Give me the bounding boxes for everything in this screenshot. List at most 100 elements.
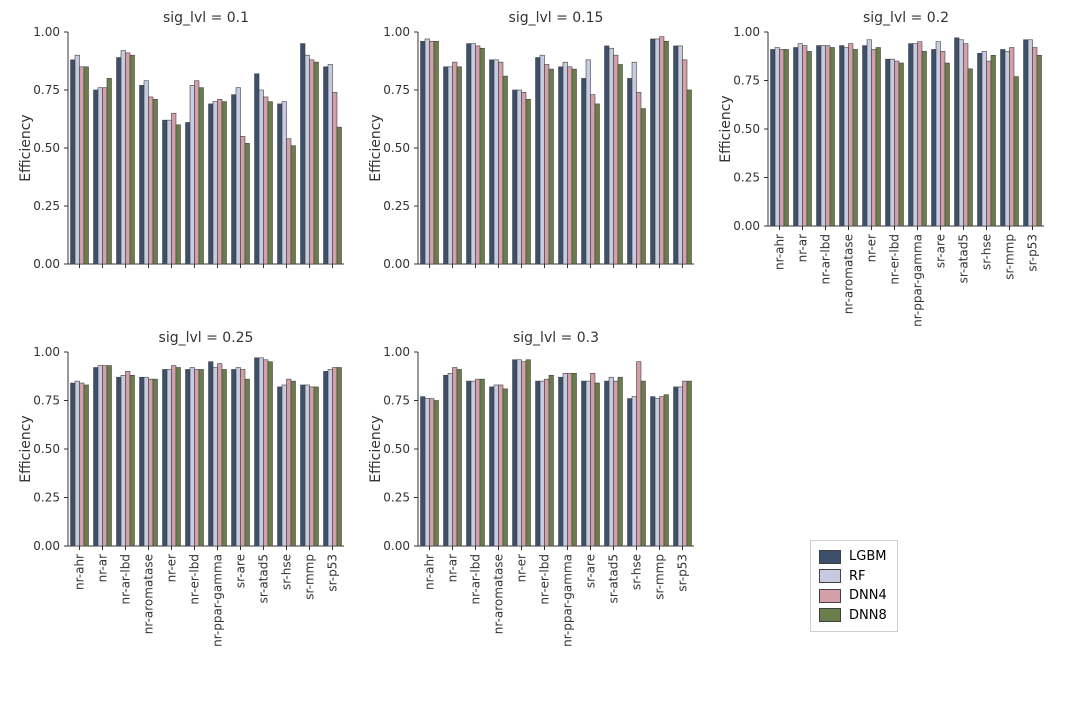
- bar: [337, 127, 341, 264]
- ylabel: Efficiency: [368, 114, 384, 181]
- legend-label: LGBM: [849, 547, 886, 567]
- bar: [798, 44, 802, 226]
- bar: [444, 67, 448, 264]
- legend-label: DNN4: [849, 586, 887, 606]
- bar: [149, 379, 153, 546]
- bar: [71, 383, 75, 546]
- bar: [291, 146, 295, 264]
- bar: [526, 99, 530, 264]
- xtick-label: sr-atad5: [257, 554, 271, 603]
- bar: [503, 389, 507, 546]
- bar: [1010, 48, 1014, 226]
- bar: [310, 387, 314, 546]
- legend-row: DNN4: [819, 586, 887, 606]
- bar: [655, 399, 659, 546]
- bar: [291, 381, 295, 546]
- bar: [536, 381, 540, 546]
- ytick-label: 0.00: [383, 539, 410, 553]
- bar: [149, 97, 153, 264]
- panel-1: sig_lvl = 0.150.000.250.500.751.00Effici…: [362, 6, 702, 326]
- bar: [899, 63, 903, 226]
- bar: [572, 373, 576, 546]
- bar: [849, 44, 853, 226]
- bar: [480, 379, 484, 546]
- bar: [444, 375, 448, 546]
- ytick-label: 1.00: [33, 345, 60, 359]
- panel-2: sig_lvl = 0.20.000.250.500.751.00Efficie…: [712, 6, 1052, 326]
- bar: [609, 377, 613, 546]
- bar: [195, 81, 199, 264]
- bar: [918, 42, 922, 226]
- bar: [586, 60, 590, 264]
- panel-4: sig_lvl = 0.30.000.250.500.751.00Efficie…: [362, 326, 702, 706]
- bar: [195, 369, 199, 546]
- bar: [536, 58, 540, 264]
- panel-svg: sig_lvl = 0.150.000.250.500.751.00Effici…: [362, 6, 702, 306]
- bar: [513, 90, 517, 264]
- panel-title: sig_lvl = 0.3: [513, 330, 599, 346]
- bar: [549, 69, 553, 264]
- bar: [936, 42, 940, 226]
- bar: [255, 74, 259, 264]
- bar: [545, 379, 549, 546]
- bar: [494, 385, 498, 546]
- panel-svg: sig_lvl = 0.30.000.250.500.751.00Efficie…: [362, 326, 702, 686]
- bar: [545, 64, 549, 264]
- bar: [517, 360, 521, 546]
- bar: [190, 368, 194, 546]
- panel-title: sig_lvl = 0.1: [163, 10, 249, 26]
- bar: [641, 381, 645, 546]
- bar: [540, 381, 544, 546]
- xtick-label: sr-hse: [980, 234, 994, 270]
- bar: [130, 375, 134, 546]
- ytick-label: 0.75: [33, 394, 60, 408]
- bar: [434, 41, 438, 264]
- bar: [1001, 49, 1005, 226]
- ytick-label: 0.00: [733, 219, 760, 233]
- bar: [517, 90, 521, 264]
- ytick-label: 0.50: [33, 442, 60, 456]
- legend-swatch: [819, 550, 841, 564]
- bar: [522, 92, 526, 264]
- panel-title: sig_lvl = 0.15: [509, 10, 604, 26]
- bar: [448, 373, 452, 546]
- bar: [140, 377, 144, 546]
- xtick-label: nr-ar-lbd: [469, 554, 483, 605]
- bar: [107, 78, 111, 264]
- bar: [209, 104, 213, 264]
- bar: [245, 143, 249, 264]
- legend: LGBMRFDNN4DNN8: [810, 540, 898, 632]
- bar: [1014, 77, 1018, 226]
- bar: [1033, 48, 1037, 226]
- bar: [232, 95, 236, 264]
- xtick-label: nr-ppar-gamma: [911, 234, 925, 327]
- xtick-label: nr-er-lbd: [538, 554, 552, 605]
- bar: [71, 60, 75, 264]
- bar: [628, 399, 632, 546]
- bar: [687, 90, 691, 264]
- bar: [817, 46, 821, 226]
- bar: [186, 369, 190, 546]
- bar: [278, 104, 282, 264]
- bar: [453, 368, 457, 546]
- xtick-label: nr-er-lbd: [188, 554, 202, 605]
- bar: [683, 381, 687, 546]
- bar: [775, 48, 779, 226]
- ytick-label: 1.00: [383, 345, 410, 359]
- legend-row: LGBM: [819, 547, 887, 567]
- bar: [213, 368, 217, 546]
- bar: [687, 381, 691, 546]
- ylabel: Efficiency: [368, 415, 384, 482]
- bar: [568, 67, 572, 264]
- ytick-label: 1.00: [383, 25, 410, 39]
- xtick-label: sr-p53: [1026, 234, 1040, 272]
- bar: [333, 92, 337, 264]
- ytick-label: 0.75: [383, 394, 410, 408]
- bar: [803, 46, 807, 226]
- bar: [591, 95, 595, 264]
- bar: [314, 387, 318, 546]
- bar: [282, 102, 286, 264]
- xtick-label: sr-p53: [676, 554, 690, 592]
- bar: [457, 369, 461, 546]
- bar: [582, 381, 586, 546]
